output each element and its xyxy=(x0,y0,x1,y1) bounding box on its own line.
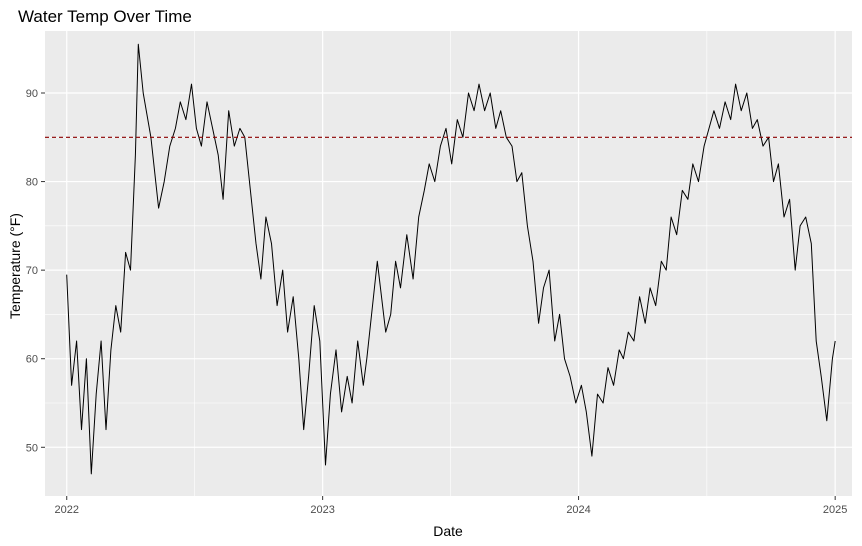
y-tick-label: 80 xyxy=(26,177,38,189)
x-tick-label: 2025 xyxy=(823,504,847,516)
y-axis-title: Temperature (°F) xyxy=(7,213,23,319)
chart-title: Water Temp Over Time xyxy=(18,7,192,26)
series-layer xyxy=(66,43,836,475)
y-tick-label: 70 xyxy=(26,265,38,277)
x-axis: 2022 2023 2024 2025 xyxy=(54,496,847,516)
y-tick-label: 90 xyxy=(26,88,38,100)
plot-panel xyxy=(45,31,852,496)
x-tick-label: 2024 xyxy=(566,504,590,516)
x-tick-label: 2023 xyxy=(310,504,334,516)
y-tick-label: 50 xyxy=(26,442,38,454)
y-tick-label: 60 xyxy=(26,354,38,366)
series-line-0 xyxy=(66,43,836,475)
major-gridlines xyxy=(45,31,852,496)
x-axis-title: Date xyxy=(433,523,463,539)
y-axis: 50 60 70 80 90 xyxy=(26,88,45,454)
x-tick-label: 2022 xyxy=(54,504,78,516)
